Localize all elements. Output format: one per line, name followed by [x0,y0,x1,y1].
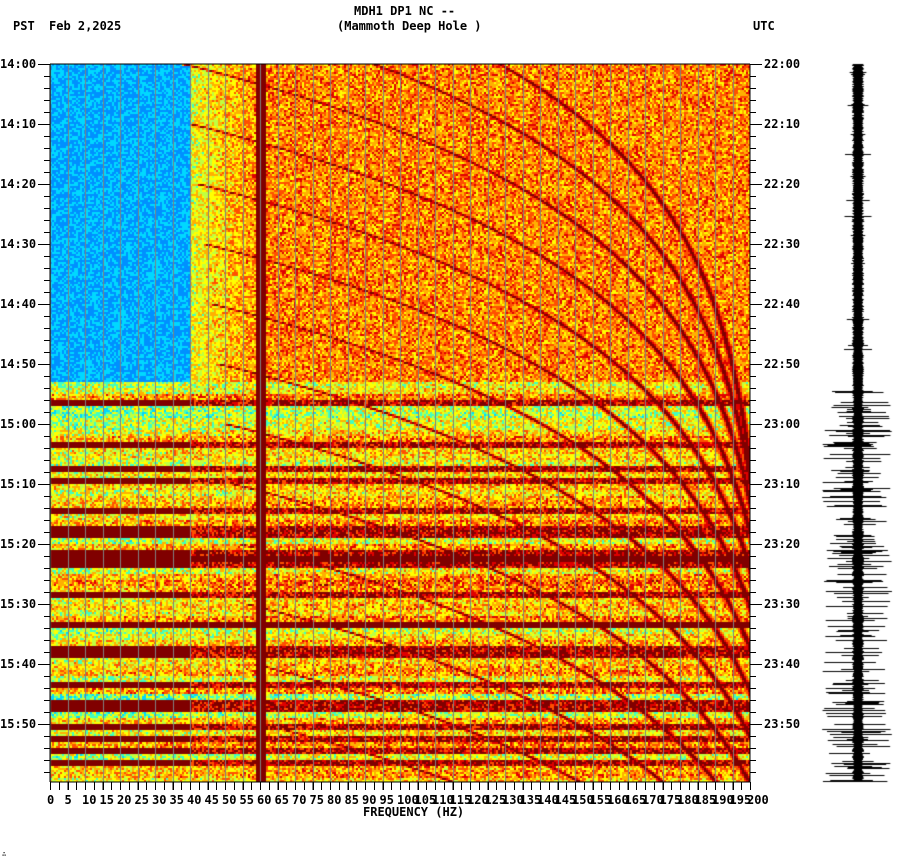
x-tick-label: 70 [292,793,307,807]
x-tick-label: 145 [554,793,577,807]
x-tick-label: 125 [484,793,507,807]
y-tick-label-right: 22:20 [764,177,801,191]
x-tick-label: 75 [309,793,324,807]
y-tick-label-right: 23:40 [764,657,801,671]
x-tick-label: 175 [659,793,682,807]
y-tick-label-left: 14:10 [0,117,37,131]
x-tick-label: 10 [82,793,97,807]
x-tick-label: 30 [152,793,167,807]
y-tick-label-left: 14:20 [0,177,37,191]
x-tick-label: 20 [117,793,132,807]
plot-title-location: (Mammoth Deep Hole ) [337,19,482,33]
y-tick-label-left: 14:00 [0,57,37,71]
x-tick-label: 170 [642,793,664,807]
y-tick-label-right: 23:50 [764,717,801,731]
x-tick-label: 5 [64,793,72,807]
x-tick-label: 0 [47,793,55,807]
x-tick-label: 50 [222,793,237,807]
x-axis-title: FREQUENCY (HZ) [363,805,465,819]
y-tick-label-right: 23:20 [764,537,801,551]
x-tick-label: 85 [344,793,359,807]
y-tick-label-right: 22:40 [764,297,801,311]
y-tick-label-left: 15:20 [0,537,37,551]
x-tick-label: 100 [397,793,419,807]
x-tick-label: 65 [274,793,289,807]
x-tick-label: 150 [572,793,594,807]
right-timezone-label: UTC [753,19,775,33]
y-tick-label-left: 15:00 [0,417,37,431]
x-tick-label: 185 [694,793,717,807]
x-tick-label: 25 [134,793,149,807]
y-tick-label-right: 23:30 [764,597,801,611]
left-timezone-label: PST [13,19,35,33]
x-tick-label: 160 [607,793,629,807]
x-tick-label: 15 [99,793,114,807]
x-tick-label: 80 [327,793,342,807]
x-tick-label: 40 [187,793,202,807]
y-tick-label-left: 14:40 [0,297,37,311]
x-tick-label: 105 [414,793,437,807]
y-tick-label-right: 22:30 [764,237,801,251]
y-tick-label-left: 15:10 [0,477,37,491]
x-tick-label: 45 [204,793,219,807]
x-tick-label: 190 [712,793,734,807]
x-tick-label: 90 [362,793,377,807]
x-tick-label: 200 [747,793,769,807]
seismogram-trace [810,60,902,790]
x-tick-label: 115 [449,793,472,807]
x-tick-label: 120 [467,793,489,807]
y-tick-label-right: 23:00 [764,417,801,431]
x-tick-label: 55 [239,793,254,807]
y-tick-label-right: 22:00 [764,57,801,71]
y-tick-label-left: 15:30 [0,597,37,611]
y-tick-label-left: 15:50 [0,717,37,731]
x-tick-label: 35 [169,793,184,807]
y-tick-label-right: 22:50 [764,357,801,371]
x-tick-label: 195 [729,793,752,807]
y-tick-label-right: 22:10 [764,117,801,131]
x-tick-label: 155 [589,793,612,807]
y-tick-label-left: 15:40 [0,657,37,671]
x-tick-label: 140 [537,793,559,807]
x-tick-label: 95 [379,793,394,807]
plot-title-station: MDH1 DP1 NC -- [354,4,456,18]
y-tick-label-left: 14:50 [0,357,37,371]
date-label: Feb 2,2025 [49,19,122,33]
corner-mark: ∴ [2,850,7,858]
x-tick-label: 110 [432,793,454,807]
y-tick-label-right: 23:10 [764,477,801,491]
x-tick-label: 180 [677,793,699,807]
y-tick-label-left: 14:30 [0,237,37,251]
x-tick-label: 130 [502,793,524,807]
spectrogram-heatmap [50,64,750,782]
x-tick-label: 60 [257,793,272,807]
x-tick-label: 165 [624,793,647,807]
x-tick-label: 135 [519,793,542,807]
